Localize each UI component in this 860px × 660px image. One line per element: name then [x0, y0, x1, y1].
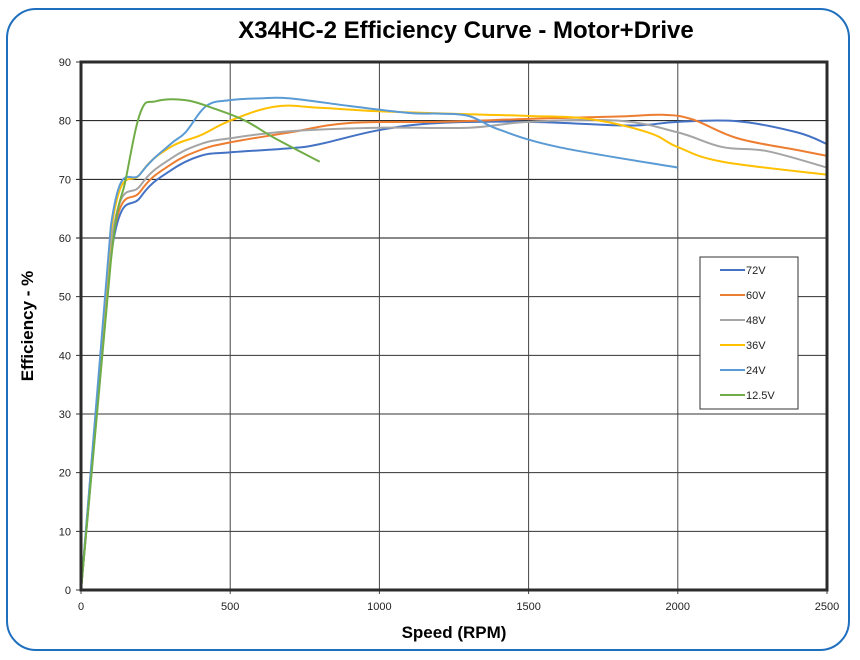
y-tick-label: 90: [59, 57, 71, 69]
series-line-48v: [80, 118, 828, 591]
x-tick-label: 1000: [367, 601, 391, 613]
x-tick-label: 500: [221, 601, 239, 613]
series-line-60v: [80, 113, 828, 591]
y-tick-label: 50: [59, 292, 71, 304]
plot-border: [79, 60, 829, 592]
legend-label: 24V: [746, 365, 766, 377]
y-tick-label: 10: [59, 526, 71, 538]
series-group: [80, 96, 828, 591]
series-line-72v: [80, 119, 828, 591]
y-tick-label: 80: [59, 116, 71, 128]
legend-label: 72V: [746, 265, 766, 277]
y-tick-label: 60: [59, 233, 71, 245]
y-tick-labels: 0 10 20 30 40 50 60 70 80 90: [59, 57, 71, 597]
x-tick-label: 2000: [666, 601, 690, 613]
legend-label: 12.5V: [746, 390, 775, 402]
legend-label: 48V: [746, 315, 766, 327]
y-tick-label: 70: [59, 174, 71, 186]
y-tick-label: 20: [59, 468, 71, 480]
y-axis-label: Efficiency - %: [18, 271, 37, 382]
y-tick-label: 40: [59, 350, 71, 362]
legend: 72V 60V 48V 36V 24V 12.5V: [699, 256, 799, 410]
legend-label: 36V: [746, 340, 766, 352]
y-tick-label: 0: [65, 585, 71, 597]
series-line-24v: [80, 96, 678, 591]
x-tick-label: 0: [78, 601, 84, 613]
legend-box: [699, 256, 799, 410]
x-tick-labels: 0 500 1000 1500 2000 2500: [78, 601, 839, 613]
legend-label: 60V: [746, 290, 766, 302]
x-axis-label: Speed (RPM): [402, 623, 507, 642]
x-tick-label: 2500: [815, 601, 839, 613]
series-line-12-5v: [80, 98, 321, 591]
y-tick-label: 30: [59, 409, 71, 421]
chart-title: X34HC-2 Efficiency Curve - Motor+Drive: [238, 17, 693, 44]
x-tick-label: 1500: [516, 601, 540, 613]
